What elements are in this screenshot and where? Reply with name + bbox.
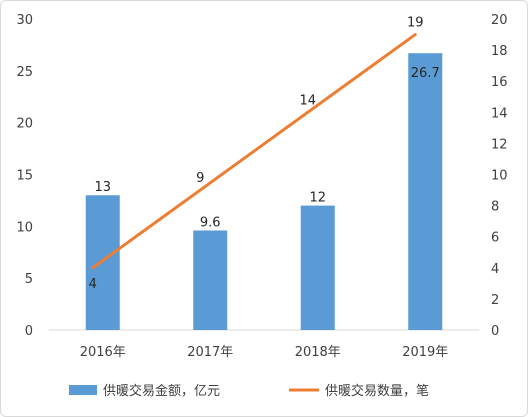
x-tick-label: 2018年 (295, 345, 341, 360)
bar-data-label: 13 (94, 180, 111, 195)
bar (300, 205, 335, 330)
left-tick-label: 20 (16, 117, 33, 132)
bar (85, 195, 120, 330)
bar-data-label: 9.6 (200, 215, 221, 230)
left-tick-label: 30 (16, 13, 33, 28)
bar (408, 53, 443, 331)
legend-label-bar: 供暖交易金额，亿元 (103, 383, 220, 399)
right-tick-label: 12 (491, 137, 508, 152)
left-tick-label: 10 (16, 220, 33, 235)
right-tick-label: 20 (491, 13, 508, 28)
x-tick-label: 2017年 (187, 345, 233, 360)
legend-swatch-bar (69, 385, 97, 395)
x-axis-ticks: 2016年 2017年 2018年 2019年 (80, 345, 449, 360)
left-tick-label: 5 (25, 272, 33, 287)
right-axis: 0 2 4 6 8 10 12 14 16 18 20 (491, 13, 508, 339)
bar-data-labels: 13 9.6 12 26.7 (94, 66, 439, 230)
x-tick-label: 2016年 (80, 345, 126, 360)
right-tick-label: 10 (491, 169, 508, 184)
line-data-label: 19 (407, 16, 424, 31)
x-tick-label: 2019年 (402, 345, 448, 360)
right-tick-label: 6 (491, 231, 499, 246)
right-tick-label: 8 (491, 200, 499, 215)
right-tick-label: 16 (491, 75, 508, 90)
bar-series (85, 53, 443, 331)
left-tick-label: 15 (16, 169, 33, 184)
left-axis: 0 5 10 15 20 25 30 (16, 13, 33, 339)
line-data-labels: 4 9 14 19 (89, 16, 424, 292)
line-data-label: 14 (299, 93, 316, 108)
legend-label-line: 供暖交易数量，笔 (325, 383, 429, 399)
series-line (91, 33, 417, 270)
left-tick-label: 25 (16, 65, 33, 80)
right-tick-label: 4 (491, 262, 499, 277)
line-data-label: 9 (196, 171, 204, 186)
left-tick-label: 0 (25, 324, 33, 339)
bar (193, 230, 228, 330)
right-tick-label: 2 (491, 293, 499, 308)
line-series (91, 33, 417, 270)
line-data-label: 4 (89, 277, 97, 292)
bar-data-label: 12 (309, 191, 326, 206)
legend: 供暖交易金额，亿元 供暖交易数量，笔 (69, 383, 429, 399)
right-tick-label: 14 (491, 106, 508, 121)
right-tick-label: 0 (491, 324, 499, 339)
bar-data-label: 26.7 (411, 66, 440, 81)
right-tick-label: 18 (491, 44, 508, 59)
